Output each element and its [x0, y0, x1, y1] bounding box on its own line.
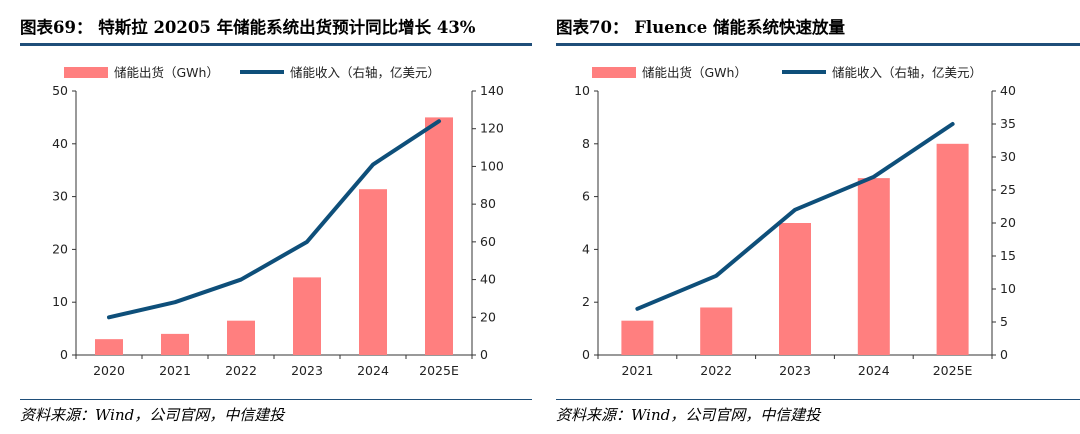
bar: [779, 223, 811, 355]
title-divider: [556, 43, 1080, 46]
left-tick-label: 0: [60, 347, 68, 362]
right-tick-label: 140: [480, 83, 504, 98]
x-tick-label: 2022: [700, 363, 732, 378]
tesla-chart: 储能出货（GWh） 储能收入（右轴，亿美元） 0 10 20 30 40 50 0 20 40 60 8…: [52, 65, 504, 378]
bar: [227, 320, 255, 355]
right-tick-label: 10: [1000, 281, 1016, 296]
x-tick-label: 2023: [779, 363, 811, 378]
title-divider: [20, 43, 532, 46]
right-tick-label: 60: [480, 234, 496, 249]
left-tick-label: 30: [52, 189, 68, 204]
left-tick-label: 40: [52, 136, 68, 151]
revenue-line: [107, 119, 441, 320]
line-point: [372, 164, 374, 166]
bar: [857, 178, 890, 355]
legend-bar-label: 储能出货（GWh）: [114, 65, 219, 80]
chart-source: 资料来源：Wind，公司官网，中信建投: [556, 406, 821, 424]
footer-divider: [556, 399, 1080, 400]
right-tick-label: 35: [1000, 116, 1016, 131]
footer-divider: [20, 399, 532, 400]
right-tick-label: 15: [1000, 248, 1016, 263]
right-tick-label: 100: [480, 158, 504, 173]
right-tick-label: 0: [1000, 347, 1008, 362]
line-point: [438, 120, 440, 122]
bar: [95, 339, 123, 355]
line-point: [952, 123, 954, 125]
right-tick-label: 80: [480, 196, 496, 211]
bar: [359, 189, 387, 355]
right-tick-label: 5: [1000, 314, 1008, 329]
left-tick-label: 4: [582, 241, 590, 256]
right-tick-label: 120: [480, 121, 504, 136]
right-tick-label: 25: [1000, 182, 1016, 197]
right-tick-label: 40: [1000, 83, 1016, 98]
right-tick-label: 20: [480, 309, 496, 324]
line-point: [794, 209, 796, 211]
legend-bar-swatch: [64, 67, 108, 78]
left-tick-label: 10: [52, 294, 68, 309]
right-tick-label: 40: [480, 272, 496, 287]
x-tick-label: 2025E: [933, 363, 973, 378]
fluence-chart: 储能出货（GWh） 储能收入（右轴，亿美元） 0 2 4 6 8 10 0 5 10 15 20 25 30…: [574, 65, 1016, 378]
legend-bar-label: 储能出货（GWh）: [642, 65, 747, 80]
bar: [425, 117, 453, 356]
x-tick-label: 2021: [621, 363, 653, 378]
bar: [293, 277, 321, 355]
chart-panel-tesla: 图表69： 特斯拉 20205 年储能系统出货预计同比增长 43% 储能出货（G…: [0, 0, 532, 434]
line-point: [636, 308, 638, 310]
x-tick-label: 2023: [291, 363, 323, 378]
chart-title: 图表69： 特斯拉 20205 年储能系统出货预计同比增长 43%: [20, 18, 476, 37]
left-tick-label: 0: [582, 347, 590, 362]
left-tick-label: 2: [582, 294, 590, 309]
legend-line-label: 储能收入（右轴，亿美元）: [290, 65, 440, 80]
bar: [936, 143, 969, 355]
bar: [621, 320, 654, 355]
line-point: [873, 176, 875, 178]
right-tick-label: 0: [480, 347, 488, 362]
line-point: [108, 316, 110, 318]
right-tick-label: 30: [1000, 149, 1016, 164]
line-point: [715, 275, 717, 277]
x-tick-label: 2020: [93, 363, 125, 378]
left-tick-label: 50: [52, 83, 68, 98]
left-tick-label: 6: [582, 189, 590, 204]
legend-line-label: 储能收入（右轴，亿美元）: [832, 65, 982, 80]
legend-bar-swatch: [592, 67, 636, 78]
left-tick-label: 8: [582, 136, 590, 151]
chart-title: 图表70： Fluence 储能系统快速放量: [556, 18, 845, 37]
x-tick-label: 2022: [225, 363, 257, 378]
line-point: [174, 301, 176, 303]
line-point: [306, 241, 308, 243]
x-tick-label: 2021: [159, 363, 191, 378]
x-tick-label: 2024: [357, 363, 389, 378]
left-tick-label: 20: [52, 241, 68, 256]
x-tick-label: 2024: [858, 363, 890, 378]
left-tick-label: 10: [574, 83, 590, 98]
chart-panel-fluence: 图表70： Fluence 储能系统快速放量 储能出货（GWh） 储能收入（右轴，…: [556, 0, 1080, 434]
chart-source: 资料来源：Wind，公司官网，中信建投: [20, 406, 285, 424]
bar: [700, 307, 733, 355]
bar: [161, 333, 189, 355]
right-tick-label: 20: [1000, 215, 1016, 230]
x-tick-label: 2025E: [419, 363, 459, 378]
line-point: [240, 279, 242, 281]
